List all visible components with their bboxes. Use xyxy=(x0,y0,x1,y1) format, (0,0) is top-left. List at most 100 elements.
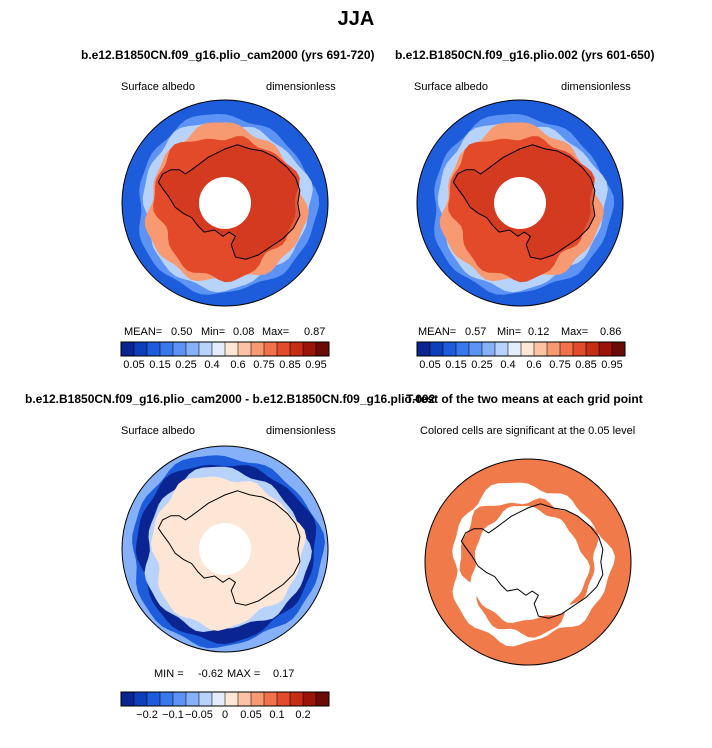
colorbar-box xyxy=(494,341,509,357)
pole-hole xyxy=(494,177,546,229)
colorbar-tick-label: −0.1 xyxy=(162,709,184,721)
map-boundary xyxy=(416,99,624,307)
colorbar-tick-label: 0.4 xyxy=(500,359,516,371)
colorbar-tick-label: 0.4 xyxy=(204,359,220,371)
colorbar-box xyxy=(276,691,291,707)
colorbar-box xyxy=(172,341,187,357)
colorbar-outline xyxy=(120,341,330,357)
colorbar-box xyxy=(133,691,148,707)
colorbar-tick-label: 0.2 xyxy=(295,709,311,721)
panel-3-units-label: dimensionless xyxy=(266,425,336,437)
colorbar-tick-label: 0.05 xyxy=(240,709,262,721)
panel-3-title: b.e12.B1850CN.f09_g16.plio_cam2000 - b.e… xyxy=(25,392,436,406)
colorbar-box xyxy=(289,341,304,357)
pole-hole xyxy=(199,523,251,575)
panel-1-min-label: Min= xyxy=(201,326,226,338)
panel-4-title: T-test of the two means at each grid poi… xyxy=(406,392,643,406)
colorbar-tick-label: 0 xyxy=(221,709,229,721)
panel-3-variable-label: Surface albedo xyxy=(121,425,195,437)
colorbar-tick-label: 0.05 xyxy=(123,359,145,371)
panel-4-description: Colored cells are significant at the 0.0… xyxy=(420,425,636,437)
colorbar-tick-label: 0.85 xyxy=(279,359,301,371)
colorbar-box xyxy=(276,341,291,357)
panel-1-map xyxy=(121,99,329,307)
panel-1-mean-value: 0.50 xyxy=(171,326,193,338)
panel-1-mean-label: MEAN= xyxy=(124,326,163,338)
colorbar-tick-label: −0.2 xyxy=(136,709,158,721)
colorbar-box xyxy=(159,691,174,707)
panel-3-min-label: MIN = xyxy=(154,668,184,680)
colorbar-box xyxy=(198,691,213,707)
antarctica-coastline xyxy=(452,144,596,260)
map-boundary xyxy=(424,458,632,666)
colorbar-box xyxy=(611,341,626,357)
colorbar-tick-label: 0.1 xyxy=(269,709,285,721)
panel-1-max-label: Max= xyxy=(262,326,290,338)
panel-1-variable-label: Surface albedo xyxy=(121,81,195,93)
colorbar-box xyxy=(237,341,252,357)
panel-2-title: b.e12.B1850CN.f09_g16.plio.002 (yrs 601-… xyxy=(395,48,655,62)
colorbar-tick-label: 0.25 xyxy=(175,359,197,371)
panel-4-map xyxy=(424,458,632,666)
panel-2-min-label: Min= xyxy=(497,326,522,338)
colorbar-box xyxy=(442,341,457,357)
colorbar-box xyxy=(572,341,587,357)
colorbar-box xyxy=(120,341,135,357)
colorbar-box xyxy=(520,341,535,357)
colorbar-box xyxy=(546,341,561,357)
panel-2-mean-value: 0.57 xyxy=(465,326,487,338)
colorbar-box xyxy=(120,691,135,707)
colorbar-tick-label: 0.15 xyxy=(149,359,171,371)
pole-hole xyxy=(199,177,251,229)
colorbar-tick-label: 0.75 xyxy=(549,359,571,371)
colorbar-box xyxy=(315,341,330,357)
panel-2-units-label: dimensionless xyxy=(561,81,631,93)
colorbar-box xyxy=(172,691,187,707)
panel-2-colorbar xyxy=(416,341,626,357)
colorbar-box xyxy=(250,341,265,357)
colorbar-outline xyxy=(416,341,626,357)
panel-2-max-label: Max= xyxy=(561,326,589,338)
panel-3-min-value: -0.62 xyxy=(198,668,224,680)
colorbar-box xyxy=(533,341,548,357)
pole-hole xyxy=(502,536,554,588)
colorbar-tick-label: 0.25 xyxy=(471,359,493,371)
colorbar-box xyxy=(302,341,317,357)
panel-3-map xyxy=(121,445,329,653)
antarctica-coastline xyxy=(157,144,301,260)
colorbar-tick-label: 0.95 xyxy=(305,359,327,371)
colorbar-box xyxy=(507,341,522,357)
panel-2-map xyxy=(416,99,624,307)
colorbar-box xyxy=(224,691,239,707)
colorbar-box xyxy=(198,341,213,357)
map-boundary xyxy=(121,445,329,653)
colorbar-box xyxy=(224,341,239,357)
colorbar-tick-label: 0.75 xyxy=(253,359,275,371)
colorbar-box xyxy=(585,341,600,357)
colorbar-box xyxy=(263,341,278,357)
colorbar-box xyxy=(302,691,317,707)
colorbar-box xyxy=(429,341,444,357)
colorbar-box xyxy=(237,691,252,707)
colorbar-tick-label: 0.85 xyxy=(575,359,597,371)
map-boundary xyxy=(121,99,329,307)
panel-2-variable-label: Surface albedo xyxy=(414,81,488,93)
panel-2-max-value: 0.86 xyxy=(600,326,622,338)
colorbar-box xyxy=(146,691,161,707)
colorbar-tick-label: 0.05 xyxy=(419,359,441,371)
colorbar-box xyxy=(133,341,148,357)
panel-1-min-value: 0.08 xyxy=(233,326,255,338)
colorbar-box xyxy=(481,341,496,357)
panel-1-units-label: dimensionless xyxy=(266,81,336,93)
panel-1-title: b.e12.B1850CN.f09_g16.plio_cam2000 (yrs … xyxy=(81,48,375,62)
colorbar-box xyxy=(185,341,200,357)
colorbar-box xyxy=(559,341,574,357)
colorbar-box xyxy=(250,691,265,707)
colorbar-tick-label: 0.6 xyxy=(526,359,542,371)
colorbar-box xyxy=(211,341,226,357)
colorbar-box xyxy=(289,691,304,707)
panel-2-mean-label: MEAN= xyxy=(418,326,457,338)
colorbar-box xyxy=(416,341,431,357)
colorbar-box xyxy=(455,341,470,357)
colorbar-box xyxy=(263,691,278,707)
